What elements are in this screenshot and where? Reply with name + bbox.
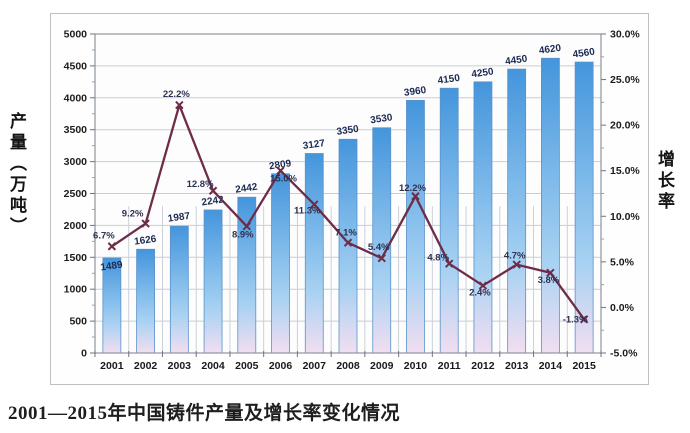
x-axis-year-label: 2007 <box>303 360 327 372</box>
line-marker <box>242 222 252 231</box>
growth-rate-label: 12.8% <box>187 179 214 190</box>
bar-value-label: 4450 <box>505 54 529 68</box>
right-axis-tick-label: -5.0% <box>610 348 638 360</box>
bar <box>304 153 324 354</box>
x-axis-year-label: 2002 <box>134 360 158 372</box>
x-axis-year-label: 2009 <box>370 360 394 372</box>
x-axis-year-label: 2013 <box>505 360 529 372</box>
x-axis-year-label: 2012 <box>471 360 495 372</box>
bar <box>271 173 290 354</box>
right-axis-tick-label: 20.0% <box>610 120 640 132</box>
bar-value-label: 2442 <box>235 182 259 196</box>
right-axis-tick-label: 0.0% <box>610 302 635 314</box>
bar <box>439 87 459 354</box>
left-axis-tick-label: 0 <box>81 348 87 360</box>
line-marker <box>107 242 117 251</box>
left-axis-tick-label: 3500 <box>64 124 88 136</box>
growth-rate-label: 6.7% <box>93 230 115 241</box>
bar <box>406 99 425 354</box>
right-axis-tick-label: 10.0% <box>610 211 640 223</box>
x-axis-year-label: 2005 <box>235 360 259 372</box>
right-axis-tick-label: 15.0% <box>610 165 640 177</box>
line-marker <box>343 238 353 247</box>
left-axis-tick-label: 4500 <box>64 60 88 72</box>
line-marker <box>141 219 150 228</box>
bar-value-label: 1626 <box>133 234 157 248</box>
left-axis-tick-label: 3000 <box>64 156 88 168</box>
x-axis-year-label: 2006 <box>269 360 293 372</box>
left-axis-title: 产量（万吨） <box>7 112 26 238</box>
line-marker <box>546 268 555 278</box>
line-marker <box>377 254 386 263</box>
bar <box>540 57 560 354</box>
growth-rate-label: 12.2% <box>399 183 426 194</box>
line-marker <box>411 192 420 201</box>
figure-caption: 2001—2015年中国铸件产量及增长率变化情况 <box>8 403 401 424</box>
x-axis-year-label: 2011 <box>438 360 461 372</box>
bar-value-label: 1987 <box>167 211 191 225</box>
growth-rate-label: 9.2% <box>122 209 144 220</box>
growth-rate-label: 4.8% <box>427 253 449 264</box>
line-marker <box>208 186 218 195</box>
line-marker <box>444 259 454 268</box>
right-axis-tick-label: 30.0% <box>610 29 640 41</box>
left-axis-tick-label: 2500 <box>64 188 88 200</box>
right-axis-tick-label: 25.0% <box>610 74 640 86</box>
left-axis-tick-label: 5000 <box>64 29 88 41</box>
combo-chart: 0 500 1000 1500 2000 2500 3000 3500 4000 4500 5000… <box>64 29 641 373</box>
bar <box>372 127 392 354</box>
left-axis-tick-label: 4000 <box>64 92 88 104</box>
bar <box>473 81 493 354</box>
growth-rate-label: 15.0% <box>270 174 297 185</box>
x-axis-year-label: 2015 <box>572 360 596 372</box>
bar-value-label: 3960 <box>403 85 427 99</box>
growth-rate-label: -1.3% <box>563 314 588 325</box>
bar-value-label: 4250 <box>471 66 495 80</box>
bar-value-label: 3530 <box>370 112 394 126</box>
growth-rate-label: 5.4% <box>368 242 390 253</box>
bar-value-label: 3127 <box>302 138 326 152</box>
line-marker <box>579 315 589 324</box>
growth-rate-label: 8.9% <box>232 229 254 240</box>
growth-rate-label: 3.8% <box>538 275 560 286</box>
x-axis-year-label: 2010 <box>404 360 428 372</box>
x-axis-year-label: 2001 <box>100 360 124 372</box>
line-marker <box>512 260 521 269</box>
left-axis-tick-label: 1500 <box>64 252 88 264</box>
chart-panel: 0 500 1000 1500 2000 2500 3000 3500 4000 4500 5000… <box>50 13 649 385</box>
bar-value-label: 4560 <box>572 47 596 61</box>
line-marker <box>276 166 285 175</box>
line-marker <box>175 100 184 110</box>
x-axis-year-label: 2004 <box>201 360 225 372</box>
growth-rate-label: 11.3% <box>294 205 321 216</box>
x-axis-year-label: 2008 <box>336 360 360 372</box>
bar-value-label: 1489 <box>100 259 124 273</box>
line-marker <box>478 281 488 290</box>
x-axis-year-label: 2003 <box>168 360 192 372</box>
right-axis-tick-label: 5.0% <box>610 256 635 268</box>
growth-rate-label: 22.2% <box>163 89 190 100</box>
bar <box>203 209 223 354</box>
bar <box>507 68 527 354</box>
bar <box>136 248 155 354</box>
bar <box>169 225 189 354</box>
bar-value-label: 4150 <box>437 73 461 87</box>
growth-rate-label: 4.7% <box>504 251 526 262</box>
right-axis-title: 增长率 <box>655 150 674 213</box>
bar-value-label: 3350 <box>336 124 360 138</box>
growth-rate-label: 7.1% <box>335 228 357 239</box>
left-axis-tick-label: 1000 <box>64 284 88 296</box>
left-axis-tick-label: 500 <box>69 316 87 328</box>
bar-value-label: 2809 <box>268 158 292 172</box>
left-axis-tick-label: 2000 <box>64 220 88 232</box>
bar-value-label: 4620 <box>538 43 562 57</box>
line-marker <box>310 200 319 209</box>
growth-rate-label: 2.4% <box>469 288 491 299</box>
x-axis-year-label: 2014 <box>539 360 563 372</box>
